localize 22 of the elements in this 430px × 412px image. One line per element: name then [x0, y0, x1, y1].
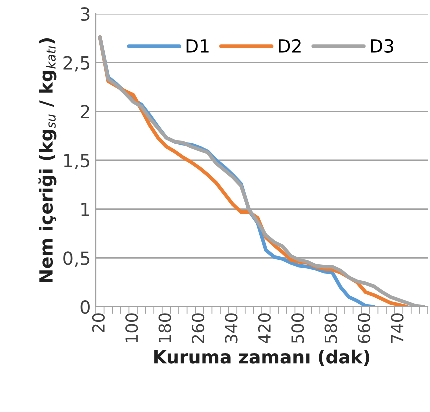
- legend-label: D2: [279, 39, 301, 53]
- y-tick-label: 0,5: [64, 252, 90, 268]
- x-tick-label: 180: [158, 314, 172, 343]
- y-tick-label: 2: [80, 105, 90, 119]
- legend-label: D3: [371, 39, 394, 54]
- y-tick-label: 3: [81, 7, 90, 22]
- x-tick-label: 340: [225, 314, 238, 344]
- x-tick-label: 260: [192, 314, 205, 344]
- x-tick-label: 100: [126, 314, 138, 343]
- x-tick-label: 740: [391, 314, 404, 343]
- x-tick-label: 420: [258, 314, 271, 344]
- x-tick-label: 20: [92, 314, 105, 333]
- x-tick-label: 580: [324, 314, 338, 344]
- y-tick-label: 1,5: [64, 154, 90, 170]
- x-tick-label: 660: [358, 314, 371, 344]
- legend-label: D1: [186, 40, 209, 53]
- y-axis-title: Nem içeriği (kg$_{su}$ / kg$_{katı}$): [38, 38, 57, 282]
- y-tick-label: 1: [82, 203, 90, 216]
- x-axis-title: Kuruma zamanı (dak): [154, 350, 370, 366]
- y-tick-label: 2,5: [64, 56, 90, 72]
- x-tick-label: 500: [292, 314, 304, 344]
- y-tick-label: 0: [80, 300, 90, 314]
